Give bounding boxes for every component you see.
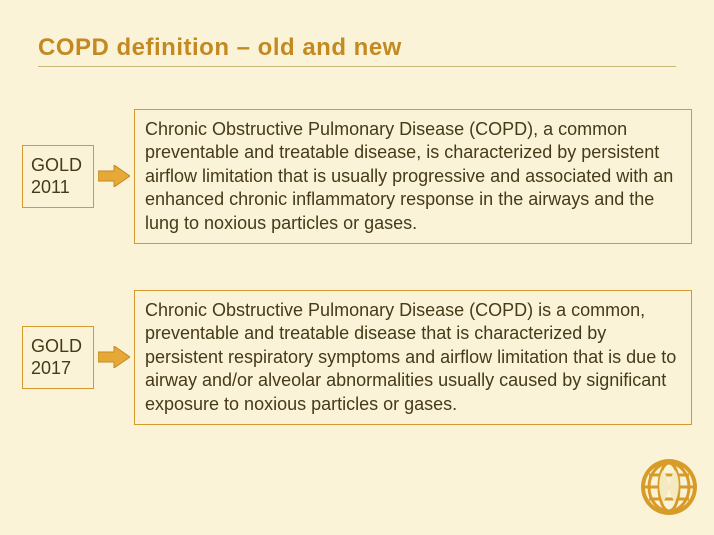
content-area: GOLD 2011 Chronic Obstructive Pulmonary … bbox=[0, 75, 714, 425]
arrow-cell bbox=[94, 165, 134, 187]
slide-title: COPD definition – old and new bbox=[38, 34, 676, 62]
year-label-box: GOLD 2011 bbox=[22, 145, 94, 208]
org-logo bbox=[638, 456, 700, 523]
label-line: 2017 bbox=[31, 358, 71, 378]
label-line: GOLD bbox=[31, 336, 82, 356]
arrow-icon bbox=[98, 165, 130, 187]
title-underline bbox=[38, 66, 676, 67]
definition-box: Chronic Obstructive Pulmonary Disease (C… bbox=[134, 109, 692, 244]
label-line: 2011 bbox=[31, 177, 70, 197]
definition-row: GOLD 2011 Chronic Obstructive Pulmonary … bbox=[22, 109, 692, 244]
label-line: GOLD bbox=[31, 155, 82, 175]
definition-box: Chronic Obstructive Pulmonary Disease (C… bbox=[134, 290, 692, 425]
arrow-icon bbox=[98, 346, 130, 368]
year-label-box: GOLD 2017 bbox=[22, 326, 94, 389]
globe-icon bbox=[638, 456, 700, 518]
title-block: COPD definition – old and new bbox=[0, 0, 714, 75]
definition-row: GOLD 2017 Chronic Obstructive Pulmonary … bbox=[22, 290, 692, 425]
arrow-cell bbox=[94, 346, 134, 368]
